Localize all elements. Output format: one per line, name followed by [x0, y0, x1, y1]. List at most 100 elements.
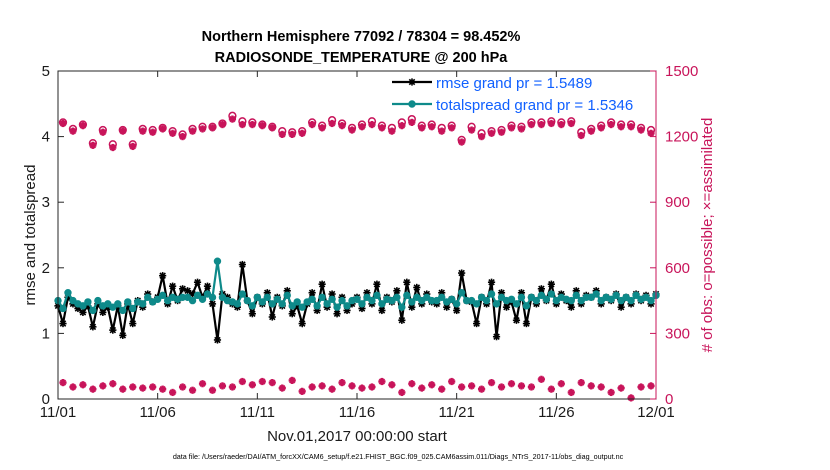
totalspread-point — [104, 300, 112, 308]
rmse-point-dot — [400, 318, 404, 323]
rmse-point-dot — [380, 308, 384, 313]
rejected-obs-bottom-point — [308, 383, 316, 391]
rejected-obs-bottom-point-stroke — [159, 385, 166, 393]
assimilated-obs-point — [627, 123, 635, 131]
rejected-obs-bottom-point-stroke — [308, 383, 316, 391]
totalspread-point-dot — [243, 296, 252, 305]
assimilated-obs-point-stroke — [288, 131, 296, 138]
y2-tick-label: 900 — [665, 194, 690, 211]
rmse-point — [308, 289, 316, 297]
rejected-obs-bottom-point — [487, 379, 496, 387]
rmse-point-dot — [170, 284, 175, 288]
assimilated-obs-point — [547, 119, 555, 128]
assimilated-obs-point — [607, 120, 615, 129]
rmse-point-dot — [265, 290, 270, 295]
assimilated-obs-point — [109, 143, 117, 152]
totalspread-point-dot — [288, 302, 296, 310]
rejected-obs-bottom-point-stroke — [378, 378, 386, 385]
totalspread-point — [497, 293, 506, 302]
totalspread-point-dot — [313, 302, 321, 310]
rejected-obs-bottom-point — [378, 377, 386, 386]
assimilated-obs-point — [388, 127, 396, 135]
totalspread-point — [273, 295, 281, 303]
rmse-point-dot — [360, 306, 364, 311]
rmse-point-dot — [76, 306, 80, 311]
rmse-point — [99, 308, 107, 317]
assimilated-obs-point — [378, 124, 386, 132]
totalspread-point-dot — [144, 293, 152, 302]
totalspread-point — [647, 296, 655, 305]
assimilated-obs-point-stroke — [139, 127, 146, 135]
totalspread-point-dot — [597, 296, 605, 305]
totalspread-point — [403, 291, 411, 300]
assimilated-obs-point-stroke — [428, 123, 435, 130]
totalspread-point — [84, 298, 92, 306]
assimilated-obs-point — [597, 124, 605, 132]
assimilated-obs-point — [617, 123, 625, 131]
rejected-obs-bottom-point-stroke — [169, 389, 176, 396]
assimilated-obs-point-stroke — [119, 127, 127, 135]
rejected-obs-bottom-point — [318, 382, 326, 390]
assimilated-obs-point-stroke — [368, 121, 376, 128]
legend-swatch-marker — [408, 100, 416, 108]
totalspread-point-dot — [423, 293, 431, 302]
totalspread-point-dot — [258, 298, 267, 306]
rejected-obs-bottom-point — [109, 380, 117, 388]
totalspread-point-dot — [263, 293, 271, 302]
rmse-point-dot — [210, 302, 215, 306]
rejected-obs-bottom-point — [567, 388, 575, 397]
rmse-point-dot — [405, 280, 409, 285]
y-tick-label: 1 — [42, 325, 50, 342]
rejected-obs-bottom-point-stroke — [368, 383, 376, 391]
rejected-obs-bottom-point-stroke — [259, 378, 266, 385]
totalspread-point-dot — [158, 291, 167, 300]
rmse-point-dot — [180, 286, 185, 291]
rmse-point-dot — [549, 282, 554, 287]
rejected-obs-bottom-point-stroke — [219, 382, 226, 390]
x-tick-label: 11/16 — [339, 404, 375, 421]
rejected-obs-bottom-point — [368, 383, 376, 391]
totalspread-point-dot — [268, 300, 276, 308]
totalspread-point — [203, 290, 212, 298]
totalspread-point-dot — [213, 257, 222, 265]
assimilated-obs-point — [99, 128, 107, 136]
y2-tick-label: 1500 — [665, 63, 698, 80]
totalspread-point-dot — [59, 304, 67, 313]
rmse-point — [373, 280, 381, 288]
totalspread-point-dot — [163, 296, 172, 305]
rejected-obs-bottom-point — [617, 384, 625, 392]
totalspread-point-dot — [642, 293, 650, 302]
rejected-obs-bottom-point — [507, 380, 516, 388]
totalspread-point-dot — [403, 291, 411, 300]
totalspread-point — [248, 302, 257, 310]
totalspread-point — [487, 290, 496, 298]
totalspread-point — [482, 296, 491, 305]
assimilated-obs-point-stroke — [558, 121, 565, 128]
totalspread-point — [283, 291, 291, 300]
assimilated-obs-point-stroke — [189, 127, 196, 135]
totalspread-point — [258, 298, 267, 306]
rejected-obs-bottom-point-stroke — [279, 384, 286, 392]
totalspread-point-dot — [537, 291, 546, 300]
totalspread-point-dot — [69, 296, 77, 305]
rejected-obs-bottom-point-stroke — [408, 380, 416, 387]
totalspread-point-dot — [413, 293, 421, 302]
rejected-obs-bottom-point-stroke — [597, 383, 605, 391]
totalspread-point-dot — [308, 295, 316, 303]
totalspread-point — [567, 296, 575, 305]
assimilated-obs-point-stroke — [249, 121, 256, 128]
totalspread-point — [193, 291, 202, 300]
rejected-obs-bottom-point — [268, 379, 276, 387]
rmse-point — [119, 331, 127, 339]
rejected-obs-bottom-point — [139, 384, 147, 392]
assimilated-obs-point — [228, 115, 237, 123]
rmse-point — [109, 326, 117, 334]
assimilated-obs-point-stroke — [488, 130, 495, 137]
assimilated-obs-point — [69, 127, 77, 135]
rejected-obs-bottom-point-stroke — [269, 379, 276, 386]
assimilated-obs-point-stroke — [109, 144, 117, 151]
totalspread-point — [278, 300, 286, 308]
totalspread-point-dot — [139, 300, 147, 308]
totalspread-point — [423, 293, 431, 302]
